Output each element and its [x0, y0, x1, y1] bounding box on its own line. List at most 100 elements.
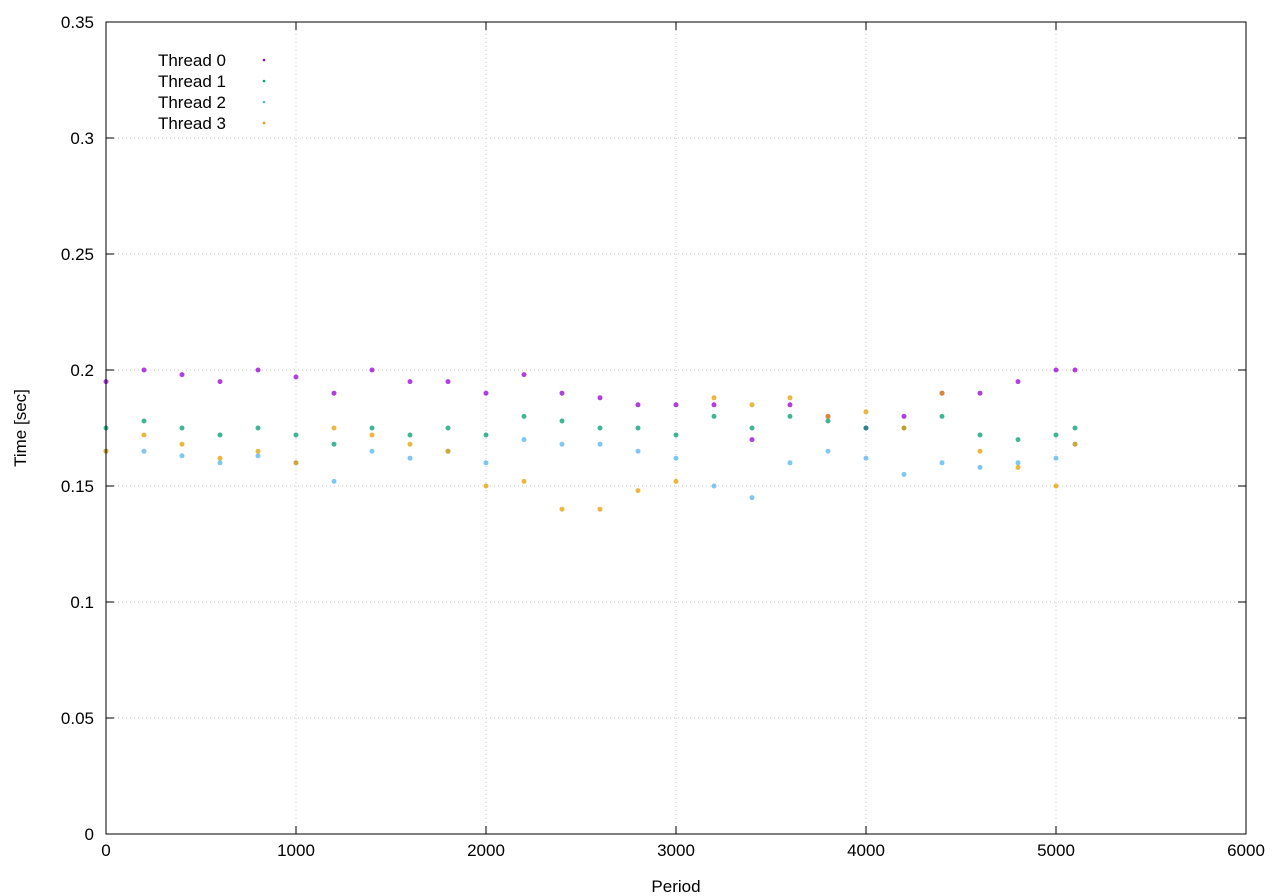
data-point [597, 441, 603, 447]
data-point [711, 483, 717, 489]
x-tick-label: 6000 [1227, 841, 1265, 860]
data-point [863, 409, 869, 415]
x-tick-label: 2000 [467, 841, 505, 860]
data-point [141, 448, 147, 454]
data-point [217, 432, 223, 438]
data-point [635, 488, 641, 494]
data-point [1053, 455, 1059, 461]
data-point [369, 425, 375, 431]
data-point [939, 390, 945, 396]
data-point [1072, 425, 1078, 431]
data-point [293, 432, 299, 438]
data-point [217, 379, 223, 385]
series-0 [103, 367, 1078, 443]
data-point [179, 453, 185, 459]
data-point [673, 402, 679, 408]
series-1 [103, 413, 1078, 447]
legend-label: Thread 3 [158, 114, 226, 133]
data-point [141, 418, 147, 424]
data-point [407, 432, 413, 438]
data-point [635, 425, 641, 431]
data-point [331, 441, 337, 447]
data-point [825, 413, 831, 419]
data-point [749, 402, 755, 408]
data-point [331, 425, 337, 431]
data-point [559, 418, 565, 424]
data-point [977, 464, 983, 470]
data-point [407, 455, 413, 461]
legend-label: Thread 0 [158, 51, 226, 70]
y-tick-label: 0.1 [70, 593, 94, 612]
x-tick-label: 1000 [277, 841, 315, 860]
legend-marker [262, 100, 266, 104]
data-point [901, 425, 907, 431]
data-point [1053, 432, 1059, 438]
data-point [483, 390, 489, 396]
data-points [103, 367, 1078, 512]
data-point [1053, 483, 1059, 489]
data-point [293, 460, 299, 466]
data-point [597, 425, 603, 431]
x-tick-label: 5000 [1037, 841, 1075, 860]
data-point [711, 395, 717, 401]
data-point [369, 367, 375, 373]
legend-label: Thread 2 [158, 93, 226, 112]
data-point [825, 448, 831, 454]
tick-labels: 0 1000 2000 3000 4000 5000 6000 0 0.05 0.1 0.15 0.2… [61, 13, 1265, 860]
data-point [597, 506, 603, 512]
data-point [141, 367, 147, 373]
data-point [255, 367, 261, 373]
data-point [635, 448, 641, 454]
data-point [179, 372, 185, 378]
y-axis-label: Time [sec] [11, 389, 30, 467]
plot-frame [105, 21, 1247, 835]
data-point [863, 455, 869, 461]
y-tick-label: 0.05 [61, 709, 94, 728]
data-point [293, 374, 299, 380]
data-point [521, 478, 527, 484]
legend-marker [262, 58, 266, 62]
x-axis-label: Period [651, 877, 700, 896]
x-tick-label: 3000 [657, 841, 695, 860]
data-point [369, 432, 375, 438]
data-point [407, 441, 413, 447]
data-point [787, 395, 793, 401]
data-point [179, 441, 185, 447]
data-point [217, 460, 223, 466]
data-point [331, 478, 337, 484]
data-point [939, 460, 945, 466]
x-tick-label: 4000 [847, 841, 885, 860]
data-point [901, 413, 907, 419]
data-point [635, 402, 641, 408]
data-point [217, 455, 223, 461]
data-point [331, 390, 337, 396]
data-point [673, 478, 679, 484]
data-point [787, 402, 793, 408]
data-point [1015, 460, 1021, 466]
series-3 [103, 390, 1078, 512]
data-point [179, 425, 185, 431]
y-tick-label: 0.3 [70, 129, 94, 148]
data-point [597, 395, 603, 401]
data-point [673, 455, 679, 461]
y-tick-label: 0 [85, 825, 94, 844]
data-point [255, 453, 261, 459]
data-point [711, 413, 717, 419]
data-point [977, 448, 983, 454]
data-point [1072, 441, 1078, 447]
y-tick-label: 0.35 [61, 13, 94, 32]
data-point [483, 432, 489, 438]
data-point [559, 506, 565, 512]
grid-lines [106, 22, 1246, 834]
legend-marker [262, 121, 266, 125]
legend: Thread 0 Thread 1 Thread 2 Thread 3 [158, 51, 266, 133]
data-point [141, 432, 147, 438]
y-tick-label: 0.2 [70, 361, 94, 380]
y-tick-label: 0.15 [61, 477, 94, 496]
data-point [825, 418, 831, 424]
data-point [673, 432, 679, 438]
data-point [863, 425, 869, 431]
data-point [445, 448, 451, 454]
data-point [1015, 464, 1021, 470]
